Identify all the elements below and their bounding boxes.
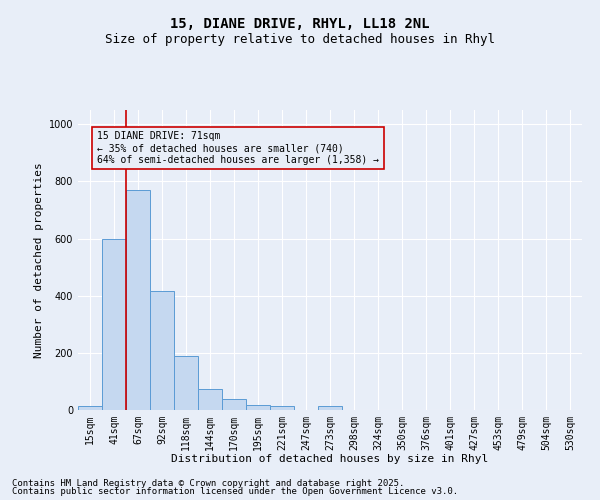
- Bar: [126, 190, 150, 410]
- Bar: [174, 356, 198, 410]
- Bar: [270, 406, 294, 410]
- Bar: [222, 400, 246, 410]
- Text: 15, DIANE DRIVE, RHYL, LL18 2NL: 15, DIANE DRIVE, RHYL, LL18 2NL: [170, 18, 430, 32]
- Bar: [78, 406, 102, 410]
- Text: Contains HM Land Registry data © Crown copyright and database right 2025.: Contains HM Land Registry data © Crown c…: [12, 478, 404, 488]
- Text: Size of property relative to detached houses in Rhyl: Size of property relative to detached ho…: [105, 32, 495, 46]
- Bar: [198, 388, 222, 410]
- X-axis label: Distribution of detached houses by size in Rhyl: Distribution of detached houses by size …: [172, 454, 488, 464]
- Bar: [150, 292, 174, 410]
- Y-axis label: Number of detached properties: Number of detached properties: [34, 162, 44, 358]
- Bar: [102, 238, 126, 410]
- Bar: [318, 406, 342, 410]
- Bar: [246, 405, 270, 410]
- Text: Contains public sector information licensed under the Open Government Licence v3: Contains public sector information licen…: [12, 487, 458, 496]
- Text: 15 DIANE DRIVE: 71sqm
← 35% of detached houses are smaller (740)
64% of semi-det: 15 DIANE DRIVE: 71sqm ← 35% of detached …: [97, 132, 379, 164]
